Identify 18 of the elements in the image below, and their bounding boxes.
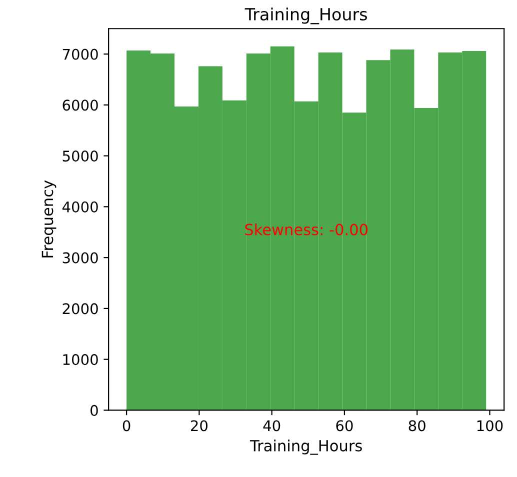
x-tick-label: 40 <box>263 420 280 432</box>
y-tick-label: 0 <box>90 404 98 416</box>
y-tick-label: 2000 <box>62 303 98 314</box>
chart-title: Training_Hours <box>244 8 367 24</box>
x-tick-label: 80 <box>408 420 426 432</box>
x-tick-label: 100 <box>477 420 503 432</box>
y-tick-label: 1000 <box>63 354 98 366</box>
x-axis-title: Training_Hours <box>250 440 362 455</box>
x-tick-label: 0 <box>122 420 130 432</box>
x-tick-label: 20 <box>190 420 208 432</box>
annotation: Skewness: -0.00 <box>245 223 368 236</box>
y-tick-label: 6000 <box>62 100 98 111</box>
y-tick-label: 4000 <box>62 201 98 212</box>
y-tick-label: 5000 <box>62 150 98 162</box>
y-tick-label: 3000 <box>62 252 98 264</box>
y-tick-label: 7000 <box>62 48 98 60</box>
y-axis-title: Frequency <box>42 180 56 258</box>
x-tick-label: 60 <box>336 420 353 432</box>
